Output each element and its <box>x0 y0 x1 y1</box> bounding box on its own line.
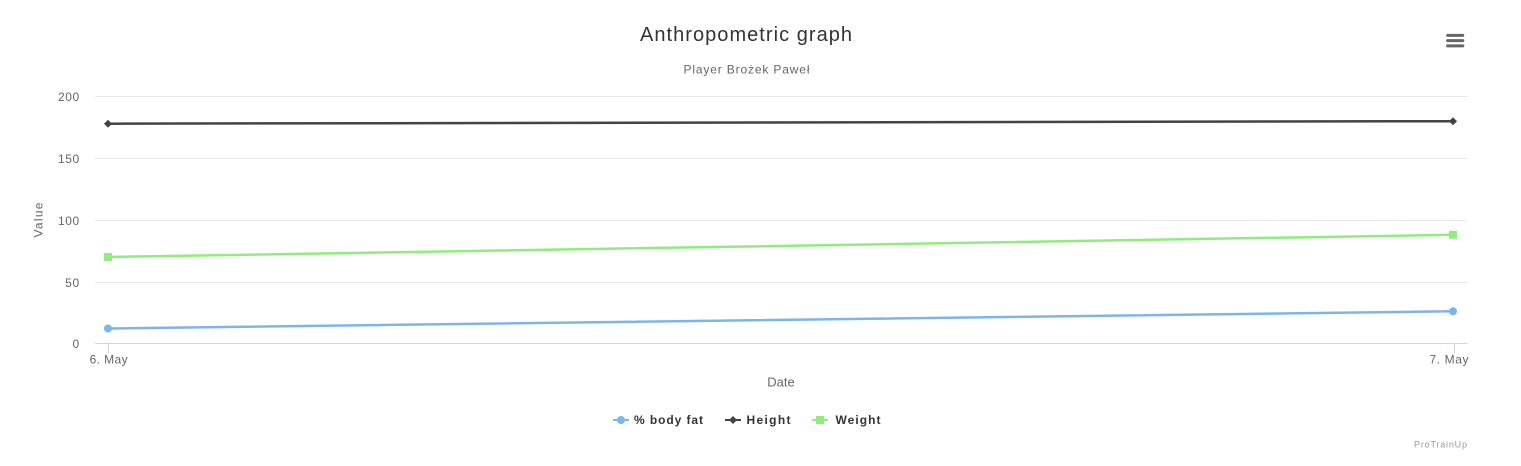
svg-text:7. May: 7. May <box>1430 352 1469 366</box>
svg-text:Value: Value <box>32 202 46 237</box>
svg-text:% body fat: % body fat <box>634 413 703 427</box>
svg-text:6. May: 6. May <box>90 352 128 366</box>
svg-text:Height: Height <box>747 413 791 427</box>
svg-text:100: 100 <box>58 214 80 228</box>
svg-text:ProTrainUp: ProTrainUp <box>1414 440 1467 450</box>
svg-text:0: 0 <box>73 337 80 351</box>
svg-text:Player Brożek Paweł: Player Brożek Paweł <box>684 63 810 77</box>
svg-text:Date: Date <box>767 375 795 390</box>
svg-text:50: 50 <box>65 276 79 290</box>
svg-text:Weight: Weight <box>836 413 881 427</box>
svg-text:Anthropometric graph: Anthropometric graph <box>640 24 852 46</box>
svg-text:150: 150 <box>58 152 80 166</box>
svg-text:200: 200 <box>58 90 80 104</box>
